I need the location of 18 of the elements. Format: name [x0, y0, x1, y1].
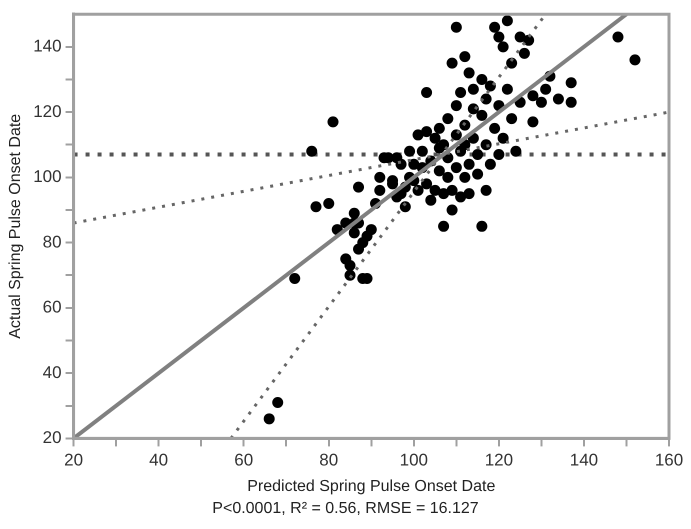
- y-tick-label: 140: [33, 36, 62, 56]
- y-tick-label: 40: [42, 362, 62, 382]
- x-tick-label: 80: [319, 450, 338, 470]
- x-tick-label: 40: [149, 450, 168, 470]
- x-tick-label: 160: [654, 450, 684, 470]
- y-tick-label: 80: [42, 232, 62, 252]
- x-tick-label: 140: [570, 450, 598, 470]
- y-axis-title: Actual Spring Pulse Onset Date: [7, 114, 24, 339]
- y-tick-label: 20: [42, 428, 62, 448]
- x-tick-label: 120: [484, 450, 514, 470]
- x-axis-title: Predicted Spring Pulse Onset Date: [247, 478, 496, 495]
- y-tick-label: 60: [42, 298, 62, 317]
- x-tick-label: 20: [64, 450, 84, 470]
- x-tick-label: 60: [234, 450, 254, 470]
- text: P<0.0001, R² = 0.56, RMSE = 16.127: [211, 500, 480, 518]
- y-tick-label: 120: [33, 102, 62, 121]
- x-tick-label: 100: [400, 450, 428, 470]
- y-tick-label: 100: [33, 167, 62, 186]
